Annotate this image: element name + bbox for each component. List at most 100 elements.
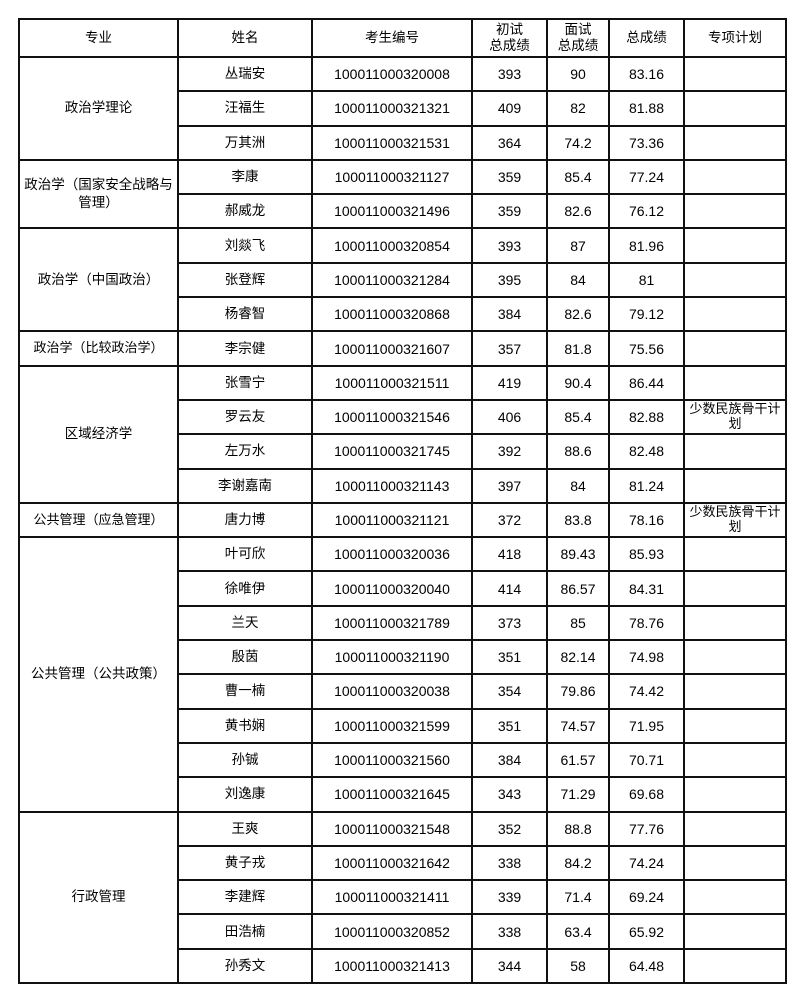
name-cell: 张登辉 [177,261,313,299]
interview-score-cell: 84 [546,261,610,299]
candidate-id-cell: 100011000321121 [311,501,473,539]
table-row: 公共管理（应急管理） 唐力博 100011000321121 372 83.8 78.16… [18,501,787,539]
interview-score-cell: 79.86 [546,673,610,710]
major-cell: 政治学理论 [18,56,179,161]
name-cell: 孙铖 [177,741,313,779]
total-score-cell: 71.95 [608,707,685,744]
name-cell: 唐力博 [177,501,313,539]
candidate-id-cell: 100011000321284 [311,261,473,299]
table-row: 黄子戎 100011000321642 338 84.2 74.24 [19,844,787,882]
initial-score-cell: 384 [471,296,548,333]
name-cell: 罗云友 [177,398,313,436]
initial-score-cell: 419 [471,364,548,401]
name-cell: 万其洲 [177,124,313,161]
special-plan-cell [683,879,787,916]
special-plan-cell [683,330,787,367]
table-row: 曹一楠 100011000320038 354 79.86 74.42 [19,673,787,710]
total-score-cell: 81.24 [608,467,685,504]
header-major: 专业 [18,18,179,58]
total-score-cell: 81.88 [608,90,685,127]
initial-score-cell: 357 [471,330,548,367]
header-interview-score: 面试 总成绩 [546,18,610,58]
major-cell: 公共管理（公共政策） [18,536,179,813]
name-cell: 王爽 [177,810,313,847]
initial-score-cell: 406 [471,398,548,436]
table-row: 张登辉 100011000321284 395 84 81 [19,261,787,299]
table-row: 殷茵 100011000321190 351 82.14 74.98 [19,639,787,676]
special-plan-cell [683,227,787,264]
initial-score-cell: 384 [471,741,548,779]
interview-score-cell: 71.29 [546,776,610,813]
interview-score-cell: 71.4 [546,879,610,916]
major-cell: 公共管理（应急管理） [18,501,179,539]
major-cell: 政治学（国家安全战略与管理） [18,158,179,230]
special-plan-cell [683,261,787,299]
candidate-id-cell: 100011000321413 [311,947,473,985]
special-plan-cell: 少数民族骨干计划 [683,501,787,539]
candidate-id-cell: 100011000321546 [311,398,473,436]
special-plan-cell [683,947,787,985]
total-score-cell: 86.44 [608,364,685,401]
table-row: 区域经济学 张雪宁 100011000321511 419 90.4 86.44 [18,364,787,504]
total-score-cell: 73.36 [608,124,685,161]
candidate-id-cell: 100011000320008 [311,55,473,93]
initial-score-cell: 354 [471,673,548,710]
name-cell: 刘燚飞 [177,227,313,264]
candidate-id-cell: 100011000320038 [311,673,473,710]
interview-score-cell: 90.4 [546,364,610,401]
score-table: 专业 姓名 考生编号 初试 总成绩 面试 总成绩 总成绩 专项计划 政治学理论丛… [18,18,787,985]
candidate-id-cell: 100011000320036 [311,536,473,573]
candidate-id-cell: 100011000321560 [311,741,473,779]
table-row: 政治学（国家安全战略与管理） 李康 100011000321127 359 85.4 77… [18,158,787,230]
header-special-plan: 专项计划 [683,18,787,58]
table-row: 杨睿智 100011000320868 384 82.6 79.12 [19,296,787,333]
major-cell: 政治学（比较政治学） [18,330,179,367]
candidate-id-cell: 100011000321642 [311,844,473,882]
table-row: 兰天 100011000321789 373 85 78.76 [19,604,787,642]
name-cell: 郝威龙 [177,193,313,230]
name-cell: 张雪宁 [177,364,313,401]
name-cell: 刘逸康 [177,776,313,813]
major-cell: 区域经济学 [18,364,179,504]
initial-score-cell: 392 [471,433,548,470]
table-row: 田浩楠 100011000320852 338 63.4 65.92 [19,913,787,950]
table-row: 公共管理（公共政策） 叶可欣 100011000320036 418 89.43 85.9… [18,536,787,813]
table-row: 黄书娴 100011000321599 351 74.57 71.95 [19,707,787,744]
initial-score-cell: 418 [471,536,548,573]
table-row: 孙秀文 100011000321413 344 58 64.48 [19,947,787,985]
initial-score-cell: 352 [471,810,548,847]
special-plan-cell [683,673,787,710]
header-row: 专业 姓名 考生编号 初试 总成绩 面试 总成绩 总成绩 专项计划 [18,18,787,58]
initial-score-cell: 372 [471,501,548,539]
interview-score-cell: 82 [546,90,610,127]
name-cell: 田浩楠 [177,913,313,950]
interview-score-cell: 88.6 [546,433,610,470]
candidate-id-cell: 100011000321607 [311,330,473,367]
total-score-cell: 76.12 [608,193,685,230]
interview-score-cell: 61.57 [546,741,610,779]
initial-score-cell: 351 [471,639,548,676]
initial-score-cell: 414 [471,570,548,607]
interview-score-cell: 74.57 [546,707,610,744]
total-score-cell: 65.92 [608,913,685,950]
special-plan-cell [683,467,787,504]
interview-score-cell: 85 [546,604,610,642]
special-plan-cell [683,433,787,470]
table-row: 万其洲 100011000321531 364 74.2 73.36 [19,124,787,161]
table-row: 徐唯伊 100011000320040 414 86.57 84.31 [19,570,787,607]
header-name: 姓名 [177,18,313,58]
name-cell: 黄书娴 [177,707,313,744]
name-cell: 杨睿智 [177,296,313,333]
candidate-id-cell: 100011000321127 [311,158,473,196]
major-cell: 行政管理 [18,810,179,985]
initial-score-cell: 344 [471,947,548,985]
total-score-cell: 84.31 [608,570,685,607]
name-cell: 孙秀文 [177,947,313,985]
special-plan-cell [683,158,787,196]
candidate-id-cell: 100011000321645 [311,776,473,813]
initial-score-cell: 359 [471,193,548,230]
total-score-cell: 74.24 [608,844,685,882]
total-score-cell: 74.42 [608,673,685,710]
name-cell: 叶可欣 [177,536,313,573]
interview-score-cell: 63.4 [546,913,610,950]
